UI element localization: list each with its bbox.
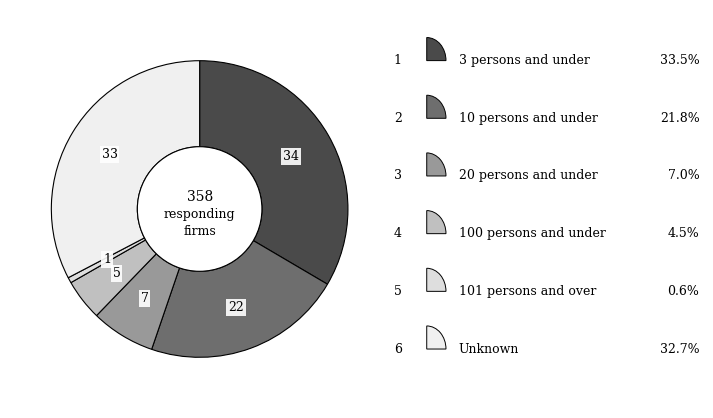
- Wedge shape: [96, 254, 180, 349]
- Text: 22: 22: [228, 301, 244, 314]
- Wedge shape: [200, 61, 348, 284]
- Wedge shape: [51, 61, 200, 278]
- Text: 4.5%: 4.5%: [667, 227, 699, 240]
- Text: 5: 5: [394, 285, 402, 298]
- Text: 21.8%: 21.8%: [660, 112, 699, 125]
- Text: 4: 4: [394, 227, 402, 240]
- Text: Unknown: Unknown: [459, 342, 519, 356]
- Wedge shape: [426, 268, 446, 291]
- Wedge shape: [426, 211, 446, 234]
- Wedge shape: [152, 241, 327, 357]
- Wedge shape: [68, 238, 145, 283]
- Text: 7.0%: 7.0%: [667, 169, 699, 183]
- Text: 0.6%: 0.6%: [667, 285, 699, 298]
- Text: 1: 1: [103, 253, 111, 266]
- Wedge shape: [71, 240, 156, 316]
- Circle shape: [138, 147, 262, 271]
- Text: 6: 6: [394, 342, 402, 356]
- Text: 100 persons and under: 100 persons and under: [459, 227, 605, 240]
- Text: 7: 7: [140, 292, 148, 305]
- Text: responding: responding: [164, 209, 235, 222]
- Text: 10 persons and under: 10 persons and under: [459, 112, 597, 125]
- Text: 20 persons and under: 20 persons and under: [459, 169, 597, 183]
- Text: 2: 2: [394, 112, 402, 125]
- Wedge shape: [426, 153, 446, 176]
- Text: 33.5%: 33.5%: [660, 54, 699, 67]
- Wedge shape: [426, 95, 446, 118]
- Text: 3 persons and under: 3 persons and under: [459, 54, 590, 67]
- Text: 358: 358: [187, 190, 212, 204]
- Text: 3: 3: [394, 169, 402, 183]
- Wedge shape: [426, 326, 446, 349]
- Text: 33: 33: [101, 148, 118, 161]
- Text: 101 persons and over: 101 persons and over: [459, 285, 596, 298]
- Text: 1: 1: [394, 54, 402, 67]
- Text: 32.7%: 32.7%: [660, 342, 699, 356]
- Text: firms: firms: [183, 225, 216, 238]
- Text: 5: 5: [113, 267, 120, 280]
- Wedge shape: [426, 38, 446, 61]
- Text: 34: 34: [283, 150, 299, 163]
